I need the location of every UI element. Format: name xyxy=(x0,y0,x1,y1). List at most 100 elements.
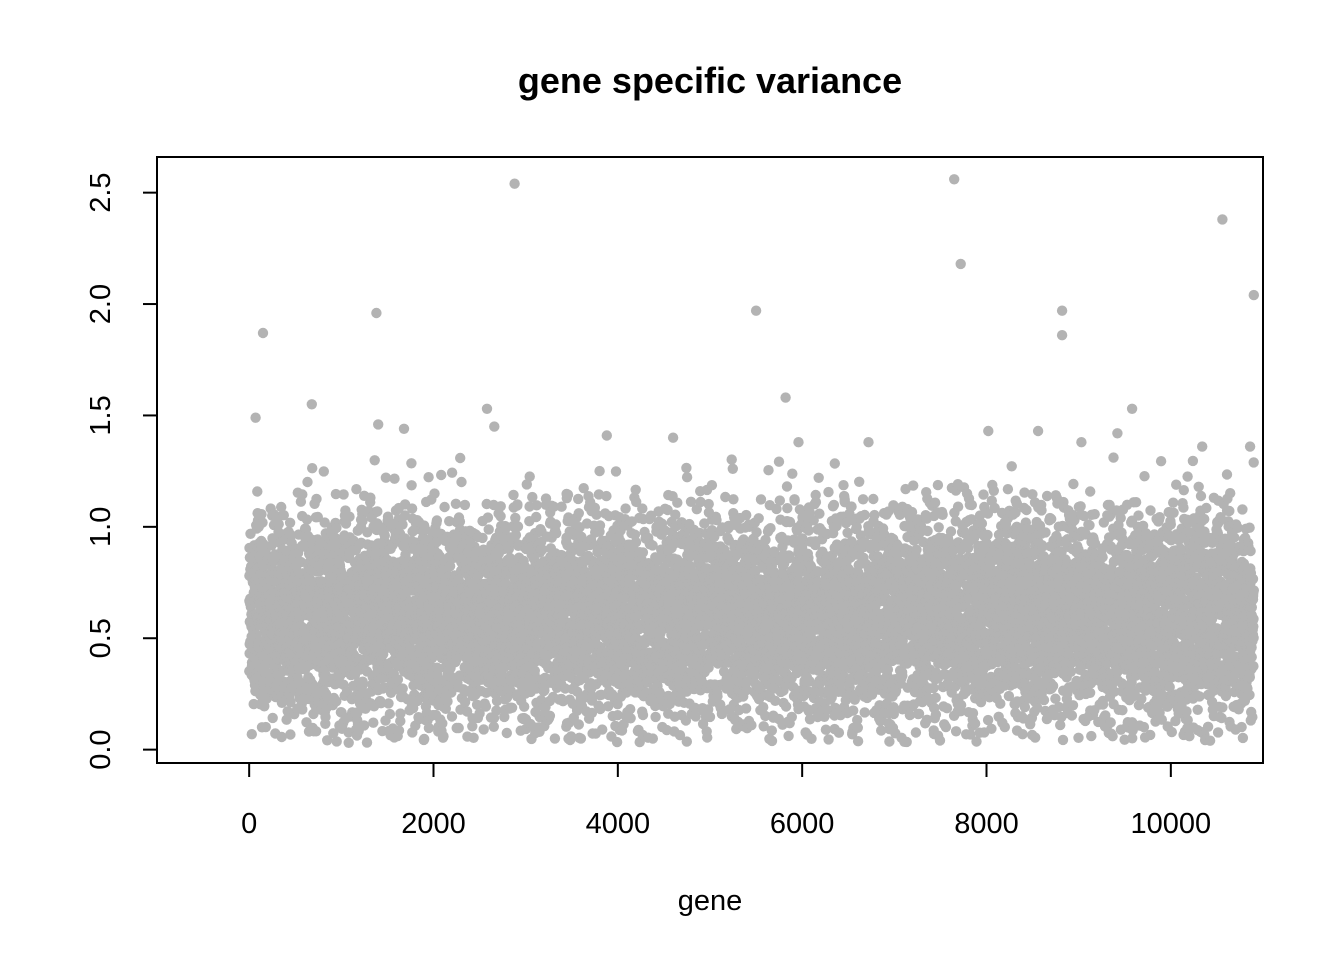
data-point xyxy=(456,476,467,488)
data-point xyxy=(397,519,408,530)
data-point xyxy=(594,465,605,477)
data-point xyxy=(573,493,584,505)
data-point xyxy=(531,500,542,511)
data-point xyxy=(672,497,683,508)
data-point xyxy=(273,526,284,538)
data-point xyxy=(395,708,406,719)
data-point xyxy=(519,701,530,712)
data-point xyxy=(320,711,331,723)
data-point xyxy=(384,708,396,720)
data-point xyxy=(252,486,263,497)
data-point xyxy=(284,517,296,528)
data-point xyxy=(601,490,612,502)
data-point xyxy=(573,719,584,730)
data-point xyxy=(575,733,587,744)
data-point xyxy=(508,489,519,501)
data-point xyxy=(610,466,622,477)
data-point xyxy=(297,704,308,715)
data-point xyxy=(459,499,471,511)
data-point xyxy=(637,547,649,558)
data-point xyxy=(468,732,479,743)
data-point xyxy=(455,452,466,464)
data-point xyxy=(322,735,333,746)
data-point xyxy=(389,473,400,484)
data-point xyxy=(281,714,292,725)
data-point xyxy=(453,722,464,734)
data-point xyxy=(310,726,322,737)
data-points xyxy=(244,174,1260,748)
data-point xyxy=(439,501,450,513)
data-point xyxy=(529,665,540,676)
data-point xyxy=(681,472,693,483)
data-point xyxy=(637,709,649,721)
data-point xyxy=(630,484,641,495)
data-point xyxy=(438,731,449,742)
data-point xyxy=(483,524,494,535)
data-point xyxy=(358,720,370,731)
data-point xyxy=(419,733,430,745)
data-point xyxy=(594,520,606,531)
data-point xyxy=(620,503,631,514)
data-point xyxy=(442,696,453,707)
data-point xyxy=(597,724,608,735)
data-point xyxy=(630,537,642,548)
data-point xyxy=(312,511,323,523)
data-point xyxy=(477,532,488,544)
data-point xyxy=(267,712,278,724)
data-point xyxy=(257,517,268,528)
data-point xyxy=(702,732,713,743)
data-point xyxy=(368,717,379,728)
data-point xyxy=(478,724,489,735)
data-point xyxy=(307,463,318,474)
data-point xyxy=(369,455,380,466)
data-point xyxy=(429,488,440,499)
data-point xyxy=(423,472,434,483)
data-point xyxy=(344,511,355,522)
data-point xyxy=(361,737,373,748)
data-point xyxy=(437,718,448,729)
data-point xyxy=(506,702,518,713)
data-point xyxy=(256,509,267,520)
data-point xyxy=(431,515,443,526)
data-point xyxy=(531,511,542,523)
data-point xyxy=(357,676,368,687)
data-point xyxy=(318,466,329,477)
data-point xyxy=(276,501,287,513)
data-point xyxy=(273,519,284,530)
data-point xyxy=(357,515,368,527)
data-point xyxy=(647,733,658,744)
data-point xyxy=(311,493,322,505)
data-point xyxy=(286,530,297,541)
data-point xyxy=(573,508,584,519)
data-point xyxy=(260,721,271,733)
data-point xyxy=(625,704,636,715)
data-point xyxy=(562,489,574,500)
data-point xyxy=(285,729,296,740)
data-point xyxy=(446,467,458,478)
data-point xyxy=(591,509,602,520)
chart-title: gene specific variance xyxy=(518,60,902,101)
data-point xyxy=(611,736,623,748)
data-point xyxy=(446,711,458,722)
data-point xyxy=(276,697,288,708)
data-point xyxy=(637,503,648,514)
data-point xyxy=(524,471,535,482)
data-point xyxy=(338,489,349,500)
data-point xyxy=(512,499,523,510)
data-point xyxy=(501,727,512,739)
data-point xyxy=(379,530,390,541)
data-point xyxy=(393,725,405,736)
data-point xyxy=(625,713,636,724)
data-point xyxy=(302,476,313,488)
data-point xyxy=(331,522,342,534)
data-point xyxy=(480,701,492,712)
data-point xyxy=(450,498,462,509)
data-point xyxy=(681,736,692,747)
data-point xyxy=(406,458,417,469)
data-point xyxy=(549,733,561,744)
data-point xyxy=(297,489,308,500)
data-point xyxy=(285,696,296,708)
data-point xyxy=(278,510,289,521)
data-point xyxy=(650,711,661,723)
